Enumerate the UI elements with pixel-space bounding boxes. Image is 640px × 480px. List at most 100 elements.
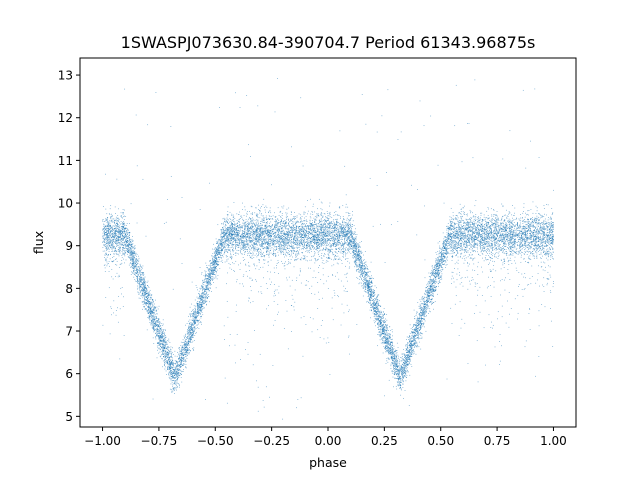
data-point xyxy=(295,228,297,230)
data-point xyxy=(303,316,305,317)
data-point xyxy=(458,335,460,336)
data-point xyxy=(162,332,164,334)
data-point xyxy=(352,241,354,243)
data-point xyxy=(502,237,504,239)
data-point xyxy=(509,235,511,237)
data-point xyxy=(329,231,331,232)
data-point xyxy=(343,224,345,226)
data-point xyxy=(136,261,137,263)
data-point xyxy=(383,336,385,338)
data-point xyxy=(333,223,335,225)
data-point xyxy=(164,368,166,370)
data-point xyxy=(188,329,190,331)
data-point xyxy=(473,225,475,226)
data-point xyxy=(500,235,502,237)
data-point xyxy=(267,241,268,243)
data-point xyxy=(113,232,115,234)
data-point xyxy=(184,352,185,354)
data-point xyxy=(288,224,290,225)
data-point xyxy=(144,299,146,301)
data-point xyxy=(343,233,344,234)
data-point xyxy=(355,257,357,259)
data-point xyxy=(410,342,412,344)
data-point xyxy=(139,268,141,269)
data-point xyxy=(243,274,245,276)
data-point xyxy=(158,318,160,320)
data-point xyxy=(183,360,185,361)
data-point xyxy=(186,354,188,356)
data-point xyxy=(520,214,521,215)
data-point xyxy=(328,251,330,253)
data-point xyxy=(399,359,400,361)
data-point xyxy=(111,225,113,227)
data-point xyxy=(358,249,359,251)
data-point xyxy=(299,231,301,232)
data-point xyxy=(519,250,521,252)
data-point xyxy=(167,356,168,358)
data-point xyxy=(265,225,267,227)
data-point xyxy=(460,255,462,257)
data-point xyxy=(209,301,210,303)
data-point xyxy=(291,226,293,228)
data-point xyxy=(489,230,491,231)
data-point xyxy=(278,285,280,287)
data-point xyxy=(466,215,468,217)
data-point xyxy=(174,388,176,390)
data-point xyxy=(202,296,203,298)
data-point xyxy=(436,273,438,274)
data-point xyxy=(471,245,473,246)
data-point xyxy=(197,297,199,299)
data-point xyxy=(501,316,503,318)
data-point xyxy=(267,261,269,263)
data-point xyxy=(405,370,406,372)
data-point xyxy=(269,284,271,285)
data-point xyxy=(420,329,421,331)
data-point xyxy=(438,273,440,275)
data-point xyxy=(391,347,393,348)
data-point xyxy=(357,255,359,256)
data-point xyxy=(400,385,402,387)
data-point xyxy=(478,253,479,255)
data-point xyxy=(405,362,406,363)
data-point xyxy=(228,249,229,251)
data-point xyxy=(460,245,462,246)
data-point xyxy=(287,245,288,247)
data-point xyxy=(158,343,160,345)
data-point xyxy=(434,280,436,282)
data-point xyxy=(332,243,333,244)
data-point xyxy=(294,242,296,243)
data-point xyxy=(528,245,530,246)
data-point xyxy=(283,242,285,244)
data-point xyxy=(374,302,376,304)
data-point xyxy=(219,254,221,255)
data-point xyxy=(127,244,129,245)
data-point xyxy=(513,235,515,237)
data-point xyxy=(426,299,428,301)
data-point xyxy=(275,240,276,241)
data-point xyxy=(281,251,283,253)
data-point xyxy=(373,278,374,279)
data-point xyxy=(322,216,323,218)
data-point xyxy=(383,338,385,340)
data-point xyxy=(392,347,393,349)
data-point xyxy=(223,222,225,224)
data-point xyxy=(398,365,400,366)
data-point xyxy=(458,235,460,237)
data-point xyxy=(331,307,333,309)
data-point xyxy=(386,344,388,346)
data-point xyxy=(421,333,422,334)
data-point xyxy=(551,247,553,248)
data-point xyxy=(397,373,399,375)
data-point xyxy=(443,264,445,265)
data-point xyxy=(304,206,306,208)
data-point xyxy=(259,217,261,219)
data-point xyxy=(353,243,355,244)
data-point xyxy=(372,303,374,305)
data-point xyxy=(378,303,379,305)
data-point xyxy=(528,251,529,253)
data-point xyxy=(317,247,319,249)
data-point xyxy=(455,235,457,236)
data-point xyxy=(364,277,366,279)
data-point xyxy=(116,223,118,224)
data-point xyxy=(367,269,369,270)
